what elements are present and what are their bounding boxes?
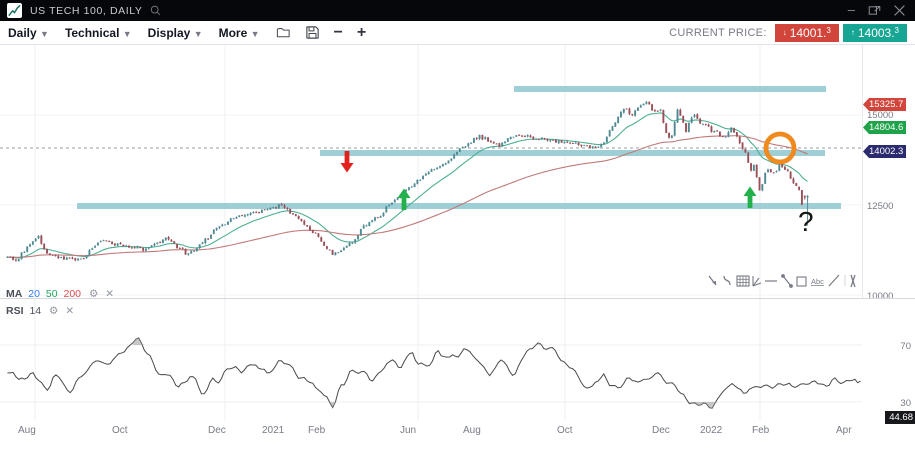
svg-text:Abc: Abc bbox=[811, 277, 824, 286]
svg-text:?: ? bbox=[798, 206, 814, 237]
